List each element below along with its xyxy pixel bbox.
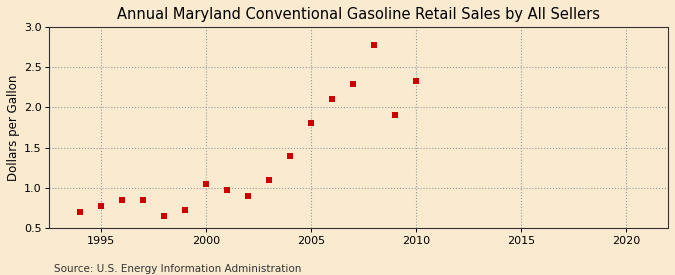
Title: Annual Maryland Conventional Gasoline Retail Sales by All Sellers: Annual Maryland Conventional Gasoline Re…	[117, 7, 600, 22]
Y-axis label: Dollars per Gallon: Dollars per Gallon	[7, 74, 20, 181]
Text: Source: U.S. Energy Information Administration: Source: U.S. Energy Information Administ…	[54, 264, 301, 274]
